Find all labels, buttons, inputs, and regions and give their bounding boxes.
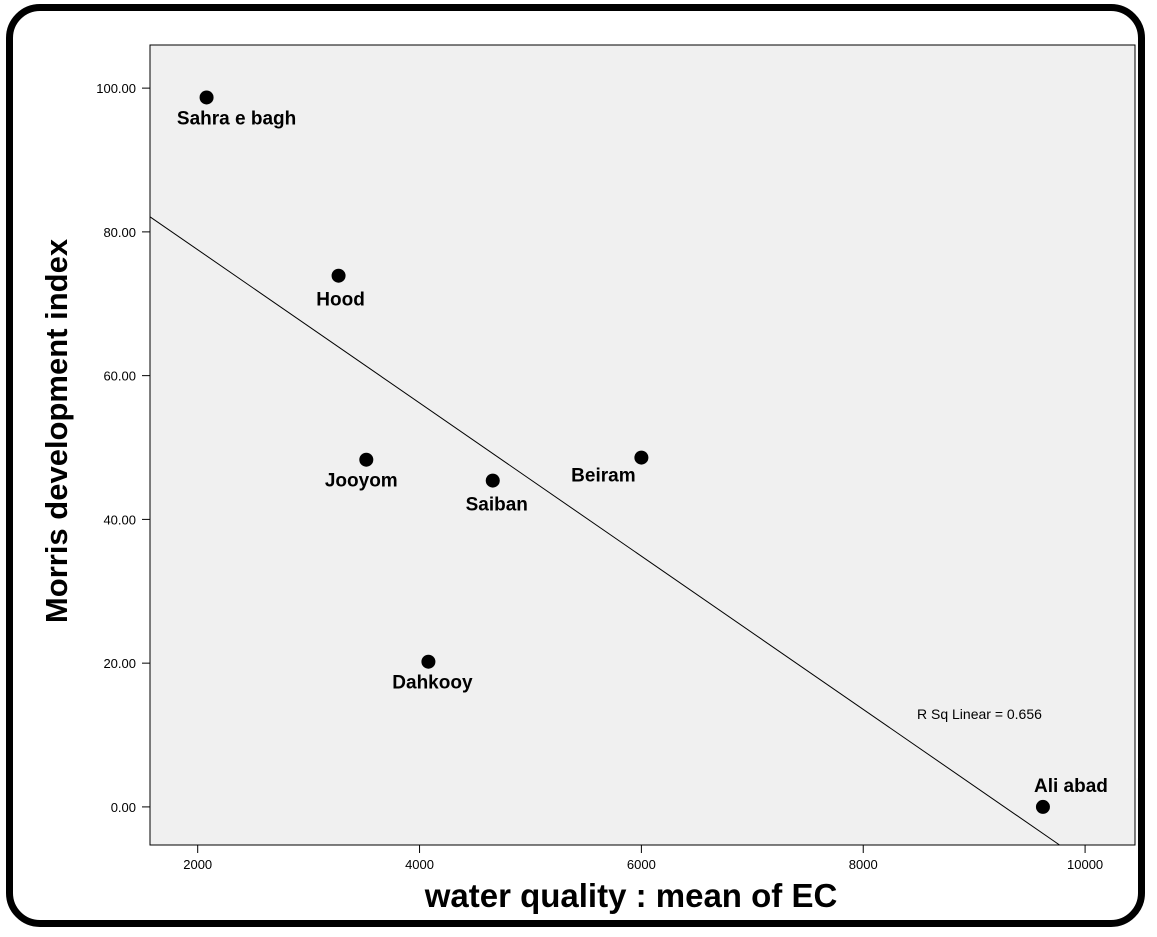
data-point xyxy=(634,450,649,465)
y-tick-label: 0.00 xyxy=(111,800,136,815)
data-point xyxy=(331,268,346,283)
y-axis-label: Morris development index xyxy=(39,238,74,623)
data-point xyxy=(485,473,500,488)
data-point xyxy=(199,90,214,105)
point-label: Beiram xyxy=(571,466,635,487)
points-group: Sahra e bagh Hood Jooyom Saiban Beiram Dahkoo… xyxy=(177,90,1108,814)
y-tick-label: 100.00 xyxy=(96,81,136,96)
fit-line-group xyxy=(149,216,1060,846)
x-tick-label: 10000 xyxy=(1067,857,1103,872)
y-tick-label: 60.00 xyxy=(103,369,136,384)
data-point xyxy=(421,654,436,669)
data-point xyxy=(1035,799,1050,814)
y-axis: 0.00 20.00 40.00 60.00 80.00 100.00 xyxy=(96,81,150,815)
regression-line xyxy=(149,216,1060,846)
y-tick-label: 20.00 xyxy=(103,656,136,671)
x-axis: 2000 4000 6000 8000 10000 xyxy=(183,845,1103,872)
x-tick-label: 6000 xyxy=(627,857,656,872)
fit-annotation: R Sq Linear = 0.656 xyxy=(917,706,1042,722)
point-label: Hood xyxy=(316,290,365,311)
x-axis-label: water quality : mean of EC xyxy=(424,877,838,914)
point-label: Dahkooy xyxy=(392,673,473,694)
point-label: Ali abad xyxy=(1034,776,1108,797)
point-label: Sahra e bagh xyxy=(177,108,296,129)
plot-area xyxy=(149,44,1136,846)
x-tick-label: 2000 xyxy=(183,857,212,872)
y-tick-label: 80.00 xyxy=(103,225,136,240)
point-label: Saiban xyxy=(466,495,528,516)
y-tick-label: 40.00 xyxy=(103,512,136,527)
point-label: Jooyom xyxy=(325,471,398,492)
x-tick-label: 8000 xyxy=(849,857,878,872)
data-point xyxy=(359,452,374,467)
x-tick-label: 4000 xyxy=(405,857,434,872)
